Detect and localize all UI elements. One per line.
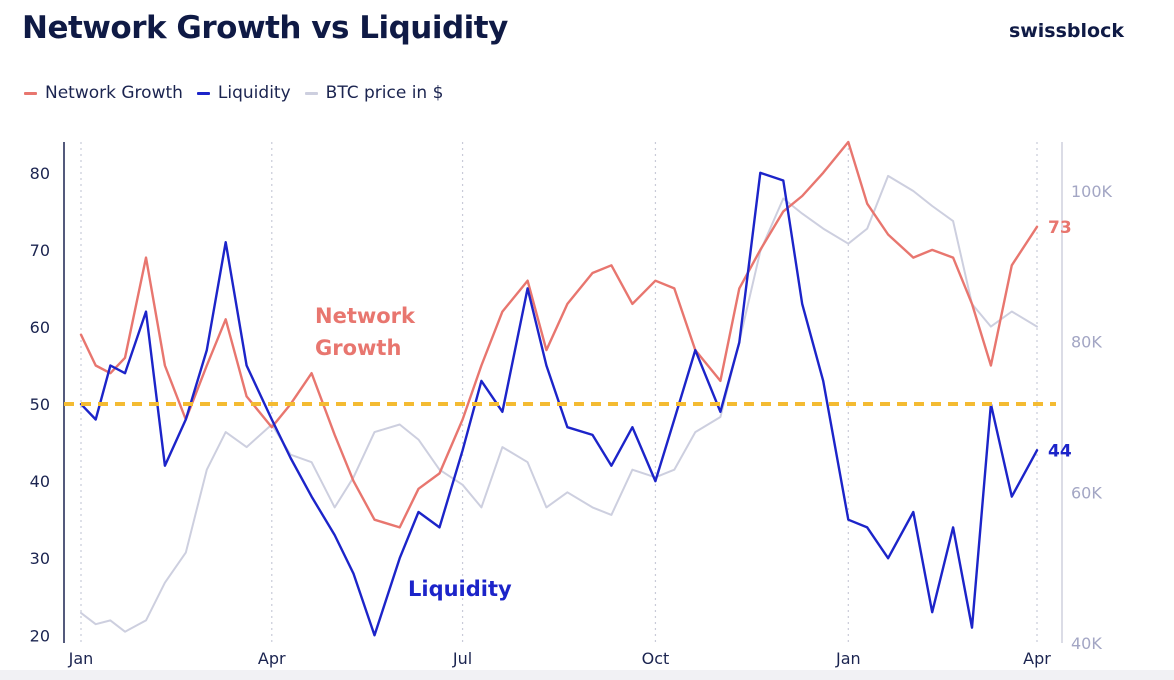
axis-layer: Jan Apr Jul Oct Jan Apr 20 30 40 50 60 70 80 40K 60K 80… (30, 142, 1113, 668)
y-tick-label-right: 100K (1071, 182, 1113, 201)
y-tick-label-left: 40 (30, 472, 50, 491)
y-tick-label-left: 80 (30, 164, 50, 183)
x-tick-label: Apr (258, 649, 286, 668)
x-tick-label: Apr (1023, 649, 1051, 668)
x-tick-label: Jul (452, 649, 472, 668)
legend-label-network-growth: Network Growth (45, 83, 183, 103)
chart-title: Network Growth vs Liquidity (22, 10, 508, 46)
y-tick-label-right: 60K (1071, 483, 1102, 502)
annotation-liquidity: Liquidity (408, 577, 512, 601)
brand-logo: swissblock (1008, 20, 1124, 42)
end-label-network-growth: 73 (1048, 218, 1072, 238)
series-line-liquidity (79, 171, 1039, 637)
legend-swatch-liquidity (196, 91, 210, 95)
legend-item-network-growth: Network Growth (24, 83, 183, 103)
x-tick-label: Oct (642, 649, 670, 668)
x-tick-label: Jan (835, 649, 861, 668)
chart-legend: Network Growth Liquidity BTC price in $ (24, 82, 457, 104)
y-tick-label-left: 20 (30, 626, 50, 645)
legend-item-btc-price: BTC price in $ (304, 83, 444, 103)
annotation-network-growth-line2: Growth (315, 336, 401, 360)
legend-swatch-btc-price (304, 91, 318, 95)
legend-label-liquidity: Liquidity (217, 83, 291, 103)
y-tick-label-right: 40K (1071, 634, 1102, 653)
legend-swatch-network-growth (24, 91, 37, 95)
series-layer (64, 140, 1056, 637)
grid-layer (80, 142, 1038, 643)
series-line-btc-price-in (80, 174, 1038, 633)
end-label-liquidity: 44 (1048, 441, 1072, 461)
legend-item-liquidity: Liquidity (196, 83, 291, 103)
x-tick-label: Jan (68, 649, 94, 668)
annotation-network-growth-line1: Network (315, 304, 416, 328)
y-tick-label-left: 30 (30, 549, 50, 568)
label-layer: 73 44 (1048, 218, 1072, 462)
y-tick-label-left: 60 (30, 318, 50, 337)
y-tick-label-left: 50 (30, 395, 50, 414)
legend-label-btc-price: BTC price in $ (325, 83, 444, 103)
y-tick-label-right: 80K (1071, 333, 1102, 352)
y-tick-label-left: 70 (30, 241, 50, 260)
series-line-network-growth (79, 140, 1039, 529)
